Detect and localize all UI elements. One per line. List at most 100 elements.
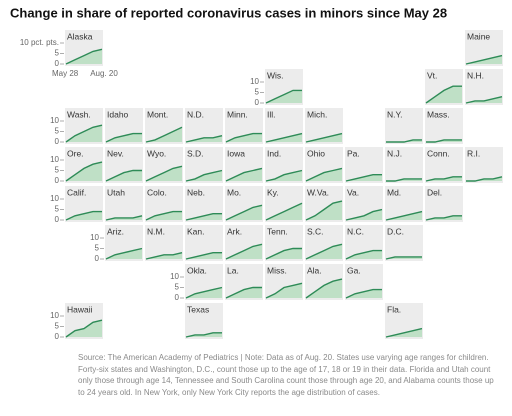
tile-label: La. — [227, 265, 239, 275]
y-tick-label: 5 — [175, 283, 180, 292]
tile-label: Ohio — [307, 148, 325, 158]
y-tick-label: 10 — [50, 311, 59, 320]
tile-label: N.H. — [467, 70, 484, 80]
tile-label: Hawaii — [67, 304, 93, 314]
tile: Va. — [345, 186, 383, 222]
area — [106, 170, 142, 181]
line — [425, 215, 462, 221]
tile-label: Colo. — [147, 187, 167, 197]
tile-background — [385, 147, 423, 183]
tile-label: N.M. — [147, 226, 165, 236]
line — [65, 210, 102, 221]
line — [386, 178, 422, 182]
tile-label: Iowa — [227, 148, 245, 158]
tile-label: Calif. — [67, 187, 86, 197]
tile: N.H. — [465, 69, 503, 105]
tile-label: Texas — [187, 304, 209, 314]
tile-label: Mo. — [227, 187, 241, 197]
y-tick-label: 5 — [95, 244, 100, 253]
line — [185, 286, 223, 299]
tile: Fla. — [385, 303, 423, 339]
tile-label: Neb. — [187, 187, 205, 197]
y-tick-label: 10 — [170, 272, 179, 281]
area — [226, 287, 262, 298]
tile: S.C. — [305, 225, 343, 261]
tile: Wash. 05 10 — [50, 108, 103, 146]
line — [105, 169, 142, 182]
area — [266, 248, 302, 259]
tile: Tenn. — [265, 225, 303, 261]
tile: Del. — [425, 186, 463, 222]
line — [265, 282, 303, 299]
tile: W.Va. — [305, 186, 343, 222]
line — [185, 252, 222, 260]
tile: Ariz. 05 10 — [90, 225, 143, 263]
tile: Ill. — [265, 108, 303, 144]
line — [65, 319, 103, 338]
tile: Ark. — [225, 225, 263, 261]
line — [305, 243, 343, 260]
tile-background — [105, 186, 143, 222]
area — [306, 201, 342, 220]
tile-label: D.C. — [387, 226, 404, 236]
line — [145, 252, 183, 260]
line — [265, 202, 303, 221]
y-tick-label: 5 — [55, 322, 60, 331]
y-tick-label: 5 — [255, 88, 260, 97]
tile: Md. — [385, 186, 423, 222]
tile-label: Ariz. — [107, 226, 124, 236]
tile-label: Ala. — [307, 265, 322, 275]
line — [225, 167, 263, 182]
tile: Minn. — [225, 108, 263, 144]
y-tick-label: 5 — [55, 127, 60, 136]
tile-label: W.Va. — [307, 187, 329, 197]
area — [426, 86, 462, 103]
tile-label: Wash. — [67, 109, 91, 119]
tile: D.C. — [385, 225, 423, 261]
tile: N.D. — [185, 108, 223, 144]
tile-label: Ill. — [267, 109, 276, 119]
line — [426, 139, 462, 143]
tile-background — [385, 108, 423, 144]
source-note: Source: The American Academy of Pediatri… — [78, 353, 494, 397]
line — [105, 215, 143, 221]
y-tick-label: 5 — [55, 166, 60, 175]
area — [226, 133, 262, 142]
y-tick-label: 0 — [55, 176, 60, 185]
tile-label: Utah — [107, 187, 125, 197]
tile-label: Nev. — [107, 148, 124, 158]
line — [265, 247, 302, 260]
area — [146, 127, 182, 142]
tile: Mich. — [305, 108, 343, 144]
tile: S.D. — [185, 147, 223, 183]
line — [65, 48, 103, 65]
line — [145, 126, 183, 143]
tile-label: S.C. — [307, 226, 324, 236]
tile: Ala. — [305, 264, 343, 300]
line — [385, 256, 422, 260]
tile: Mass. — [425, 108, 463, 144]
area — [306, 279, 342, 298]
area — [146, 211, 182, 220]
y-tick-label: 0 — [55, 332, 60, 341]
line — [145, 210, 182, 221]
tile-label: Mass. — [427, 109, 450, 119]
tile: Neb. — [185, 186, 223, 222]
tile-label: Va. — [347, 187, 359, 197]
line — [265, 89, 302, 104]
tile: R.I. — [465, 147, 503, 183]
tile: Texas — [185, 303, 223, 339]
line — [305, 200, 343, 221]
tile-label: Vt. — [427, 70, 437, 80]
tile: Ore. 05 10 — [50, 147, 103, 185]
line — [225, 243, 263, 260]
line — [466, 176, 503, 182]
line — [345, 208, 383, 221]
tile-label: R.I. — [467, 148, 480, 158]
line — [225, 204, 263, 221]
y-tick-label: 0 — [55, 137, 60, 146]
tile-label: Tenn. — [267, 226, 288, 236]
tile: Alaska 05 10 pct. pts. May 28 Aug. 20 — [20, 30, 118, 78]
y-tick-label: 5 — [55, 205, 60, 214]
